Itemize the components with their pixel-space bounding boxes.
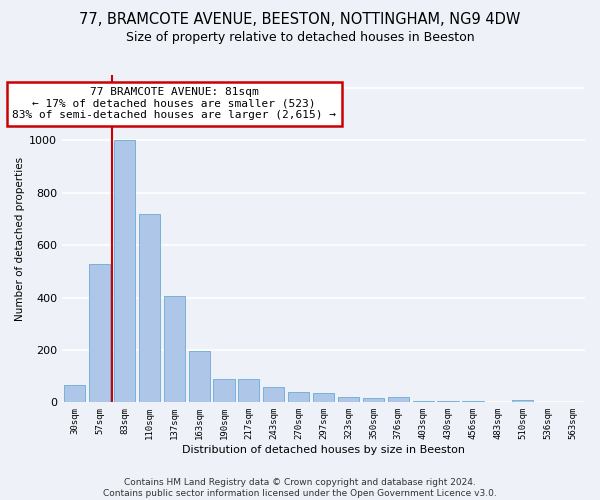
Bar <box>288 392 309 402</box>
Bar <box>263 386 284 402</box>
Bar <box>64 386 85 402</box>
Bar <box>89 264 110 402</box>
X-axis label: Distribution of detached houses by size in Beeston: Distribution of detached houses by size … <box>182 445 465 455</box>
Bar <box>214 379 235 402</box>
Bar <box>512 400 533 402</box>
Bar <box>338 397 359 402</box>
Bar <box>238 380 259 402</box>
Text: 77, BRAMCOTE AVENUE, BEESTON, NOTTINGHAM, NG9 4DW: 77, BRAMCOTE AVENUE, BEESTON, NOTTINGHAM… <box>79 12 521 28</box>
Bar <box>437 400 458 402</box>
Bar <box>388 397 409 402</box>
Bar <box>363 398 384 402</box>
Bar <box>313 393 334 402</box>
Bar <box>139 214 160 402</box>
Y-axis label: Number of detached properties: Number of detached properties <box>15 156 25 320</box>
Text: Size of property relative to detached houses in Beeston: Size of property relative to detached ho… <box>125 31 475 44</box>
Text: 77 BRAMCOTE AVENUE: 81sqm
← 17% of detached houses are smaller (523)
83% of semi: 77 BRAMCOTE AVENUE: 81sqm ← 17% of detac… <box>12 87 336 120</box>
Text: Contains HM Land Registry data © Crown copyright and database right 2024.
Contai: Contains HM Land Registry data © Crown c… <box>103 478 497 498</box>
Bar <box>114 140 135 402</box>
Bar <box>463 401 484 402</box>
Bar <box>164 296 185 403</box>
Bar <box>413 400 434 402</box>
Bar <box>188 350 209 403</box>
